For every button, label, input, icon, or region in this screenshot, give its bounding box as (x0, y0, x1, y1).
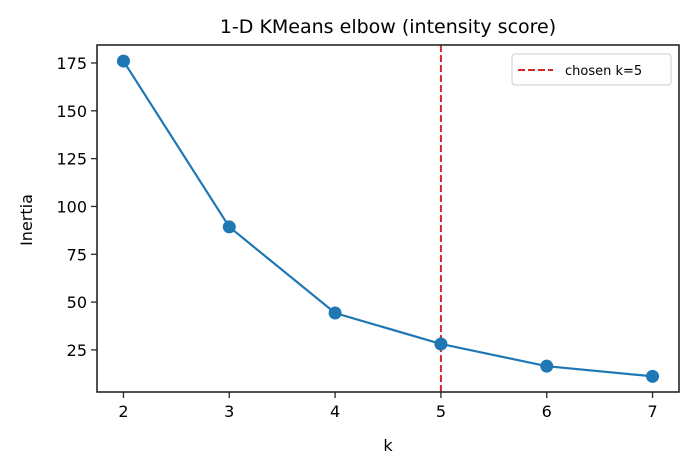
x-tick-label: 3 (224, 402, 234, 421)
y-tick-label: 150 (56, 102, 87, 121)
x-tick-label: 5 (436, 402, 446, 421)
data-point (328, 306, 342, 320)
legend-box (511, 53, 672, 86)
x-axis: 2 3 4 5 6 7 (118, 392, 658, 421)
inertia-line (122, 60, 653, 378)
y-tick-label: 25 (67, 341, 87, 360)
x-tick-label: 7 (647, 402, 657, 421)
data-point (540, 359, 554, 373)
x-tick-label: 4 (330, 402, 340, 421)
axes-frame (96, 44, 680, 393)
x-axis-label: k (383, 436, 393, 455)
x-tick-label: 2 (118, 402, 128, 421)
y-tick-label: 175 (56, 54, 87, 73)
plot-area (116, 45, 660, 392)
x-tick-label: 6 (542, 402, 552, 421)
y-tick-label: 50 (67, 293, 87, 312)
y-axis: 25 50 75 100 125 150 175 (56, 54, 97, 360)
data-point (646, 369, 660, 383)
data-point (434, 337, 448, 351)
chart-title: 1-D KMeans elbow (intensity score) (220, 16, 556, 38)
y-tick-label: 125 (56, 150, 87, 169)
data-point (222, 220, 236, 234)
y-tick-label: 75 (67, 245, 87, 264)
y-tick-label: 100 (56, 197, 87, 216)
data-point (116, 54, 130, 68)
legend: chosen k=5 (511, 53, 672, 86)
legend-label: chosen k=5 (565, 64, 642, 79)
y-axis-label: Inertia (17, 194, 36, 246)
